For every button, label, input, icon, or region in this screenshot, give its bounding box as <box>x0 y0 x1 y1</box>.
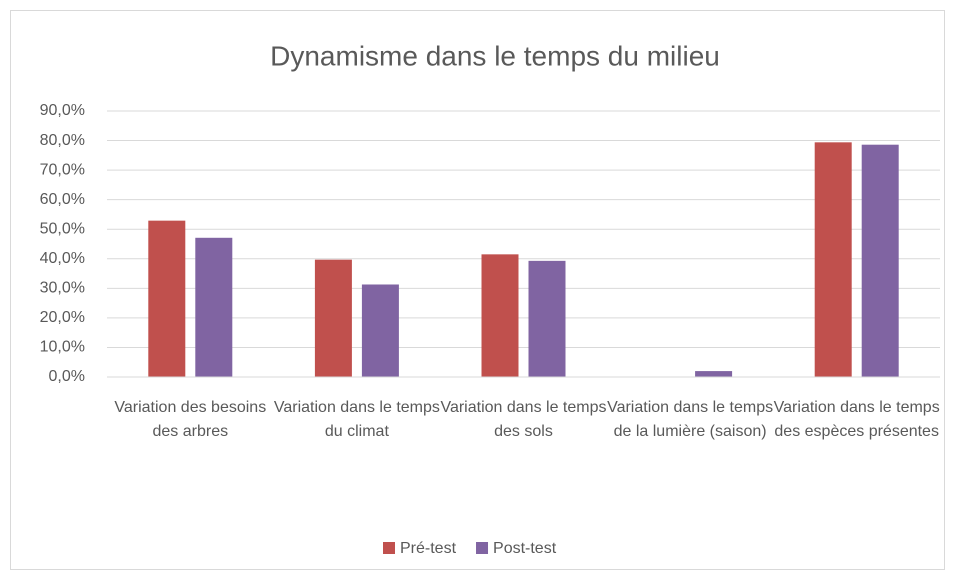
y-tick-label: 80,0% <box>40 132 85 149</box>
y-tick-label: 40,0% <box>40 250 85 267</box>
y-tick-label: 60,0% <box>40 191 85 208</box>
bar <box>481 254 519 377</box>
bar <box>861 144 899 377</box>
bar <box>195 237 233 377</box>
bar <box>528 260 566 377</box>
x-tick-label-box: Variation dans le temps des sols <box>440 399 607 440</box>
x-tick-label-box: Variation dans le temps de la lumière (s… <box>607 399 774 440</box>
bar <box>814 142 852 377</box>
x-tick-label: Variation dans le temps des espèces prés… <box>773 399 940 440</box>
bar <box>361 284 399 377</box>
bar <box>695 371 733 377</box>
y-tick-label: 20,0% <box>40 309 85 326</box>
x-tick-label: Variation dans le temps de la lumière (s… <box>607 399 774 440</box>
x-tick-label: Variation des besoins des arbres <box>114 399 267 440</box>
y-tick-label: 10,0% <box>40 339 85 356</box>
x-tick-label: Variation dans le temps du climat <box>273 399 440 440</box>
y-tick-label: 70,0% <box>40 161 85 178</box>
y-tick-label: 30,0% <box>40 280 85 297</box>
y-tick-label: 50,0% <box>40 220 85 237</box>
bar <box>148 220 186 377</box>
x-tick-label: Variation dans le temps des sols <box>440 399 607 440</box>
bar <box>314 259 352 377</box>
x-tick-label-box: Variation dans le temps du climat <box>273 399 440 440</box>
legend-label: Post-test <box>493 540 557 557</box>
y-tick-label: 90,0% <box>40 102 85 119</box>
x-tick-label-box: Variation dans le temps des espèces prés… <box>773 399 940 440</box>
y-tick-label: 0,0% <box>49 368 85 385</box>
legend-swatch <box>383 542 395 554</box>
legend-label: Pré-test <box>400 540 457 557</box>
chart-title: Dynamisme dans le temps du milieu <box>270 40 720 71</box>
legend-swatch <box>476 542 489 554</box>
x-tick-label-box: Variation des besoins des arbres <box>114 399 267 440</box>
